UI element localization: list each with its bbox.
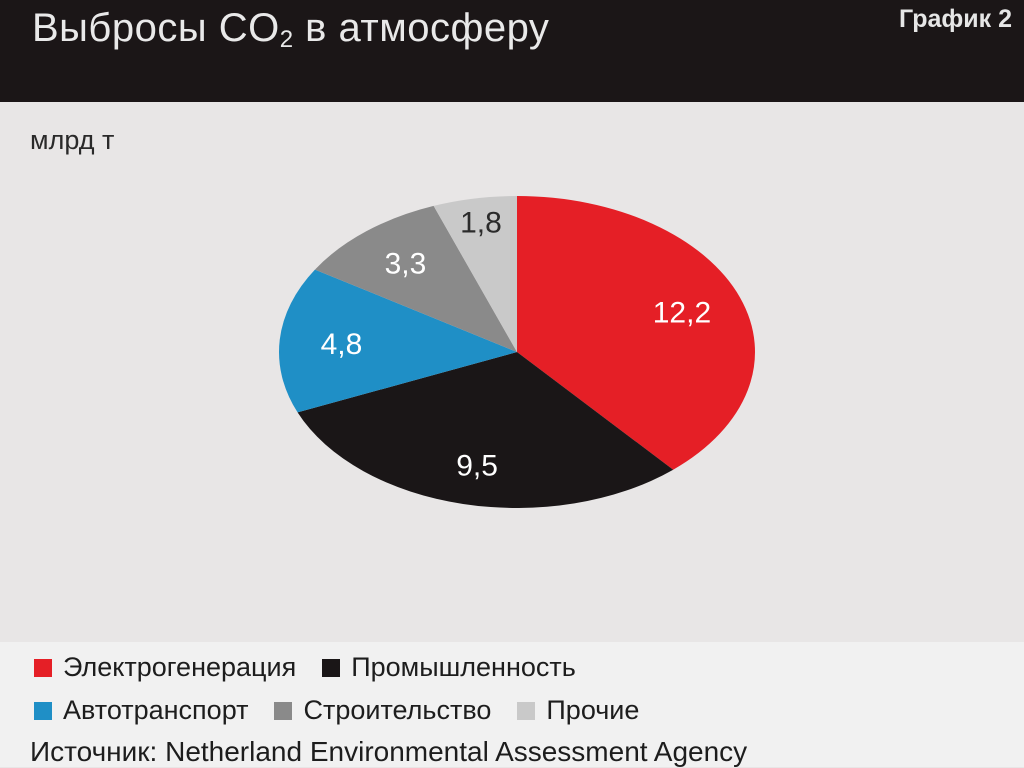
slice-label-other: 1,8 (460, 207, 502, 240)
pie-slice-construction (314, 205, 517, 352)
slice-label-transport: 4,8 (321, 328, 363, 361)
pie-slice-other (433, 196, 517, 352)
source-note: Источник: Netherland Environmental Asses… (30, 736, 748, 767)
header-bar: Выбросы CO2 в атмосферу График 2 (0, 0, 1024, 102)
legend-row-1: Электрогенерация Промышленность (34, 652, 602, 683)
legend-label-transport: Автотранспорт (63, 695, 249, 725)
legend-label-construction: Строительство (303, 695, 492, 725)
legend-item-transport: Автотранспорт (34, 695, 248, 726)
legend-swatch-electricity (34, 658, 52, 677)
legend-item-electricity: Электрогенерация (34, 652, 296, 683)
legend-item-other: Прочие (517, 695, 639, 726)
legend-item-construction: Строительство (274, 695, 491, 726)
legend-swatch-construction (274, 701, 293, 720)
title-main: Выбросы CO (32, 6, 280, 50)
pie-chart: 12,2 9,5 4,8 3,3 1,8 (278, 196, 755, 508)
pie-slice-electricity (517, 196, 755, 470)
title-subscript: 2 (279, 26, 294, 53)
pie-slice-transport (278, 269, 517, 413)
legend-swatch-other (517, 701, 536, 720)
legend-row-2: Автотранспорт Строительство Прочие (34, 695, 665, 726)
pie-slice-industry (297, 352, 674, 508)
legend-swatch-transport (34, 701, 52, 720)
legend-swatch-industry (322, 658, 341, 677)
slice-label-industry: 9,5 (456, 449, 498, 482)
unit-label: млрд т (30, 125, 115, 155)
legend-label-electricity: Электрогенерация (63, 652, 297, 682)
slice-label-electricity: 12,2 (653, 297, 711, 330)
chart-title: Выбросы CO2 в атмосферу (32, 6, 549, 54)
slice-label-construction: 3,3 (385, 248, 427, 281)
legend-item-industry: Промышленность (322, 652, 576, 683)
title-rest: в атмосферу (293, 6, 550, 50)
legend-label-industry: Промышленность (351, 652, 576, 682)
legend: Электрогенерация Промышленность Автотран… (0, 642, 1024, 767)
graph-number: График 2 (898, 5, 1012, 33)
legend-label-other: Прочие (546, 695, 640, 725)
